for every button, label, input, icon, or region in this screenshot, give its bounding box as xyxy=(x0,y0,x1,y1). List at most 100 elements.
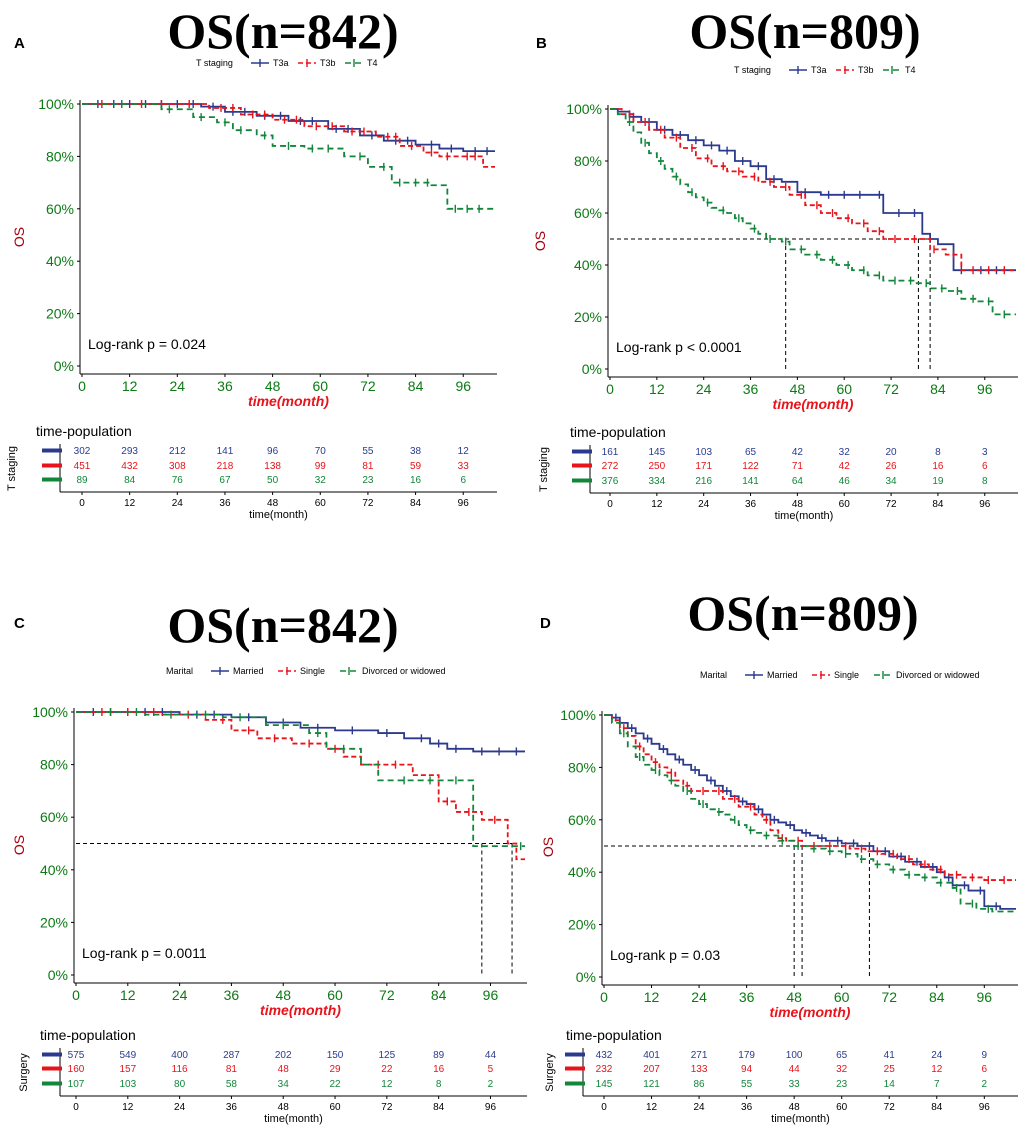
x-tick-label: 60 xyxy=(312,378,328,394)
risk-count: 89 xyxy=(433,1050,445,1061)
panel-letter: B xyxy=(536,35,547,52)
x-tick-label: 36 xyxy=(217,378,233,394)
x-tick-label: 60 xyxy=(836,381,852,397)
x-tick-label: 84 xyxy=(929,989,945,1005)
risk-count: 100 xyxy=(786,1050,803,1061)
risk-count: 24 xyxy=(931,1050,943,1061)
y-tick-label: 80% xyxy=(568,759,596,775)
x-tick-label: 84 xyxy=(431,987,447,1003)
x-tick-label: 24 xyxy=(172,987,188,1003)
risk-row-swatch xyxy=(565,1081,585,1086)
x-tick-label: 12 xyxy=(644,989,660,1005)
risk-count: 287 xyxy=(223,1050,240,1061)
panel-A: A OS(n=842)T staging T3a T3b T40%20%40%60%80… xyxy=(6,3,497,521)
risk-count: 25 xyxy=(884,1064,896,1075)
y-tick-label: 60% xyxy=(46,201,74,217)
legend-title: Marital xyxy=(700,670,727,680)
y-tick-label: 20% xyxy=(40,914,68,930)
risk-count: 80 xyxy=(174,1079,186,1090)
risk-count: 42 xyxy=(839,461,851,472)
panel-title: OS(n=809) xyxy=(687,585,918,641)
risk-count: 6 xyxy=(982,1064,988,1075)
risk-count: 81 xyxy=(226,1064,238,1075)
risk-count: 22 xyxy=(329,1079,341,1090)
legend: Marital Married Single Divorced or widowed xyxy=(700,670,980,680)
survival-curve xyxy=(76,711,525,848)
risk-count: 302 xyxy=(74,446,91,457)
panel-B: B OS(n=809)T staging T3a T3b T40%20%40%60%80… xyxy=(532,3,1018,522)
risk-x-axis-label: time(month) xyxy=(249,509,308,521)
risk-count: 64 xyxy=(792,476,804,487)
x-tick-label: 0 xyxy=(78,378,86,394)
risk-row-swatch xyxy=(572,463,592,468)
risk-count: 160 xyxy=(68,1064,85,1075)
legend-label: T4 xyxy=(905,65,916,75)
risk-count: 125 xyxy=(379,1050,396,1061)
risk-count: 432 xyxy=(596,1050,613,1061)
legend-label: T4 xyxy=(367,58,378,68)
legend-label: T3a xyxy=(811,65,827,75)
risk-count: 334 xyxy=(649,476,666,487)
risk-row-swatch xyxy=(42,448,62,453)
panel-title: OS(n=809) xyxy=(689,3,920,59)
risk-x-tick-label: 0 xyxy=(601,1102,607,1113)
risk-count: 23 xyxy=(836,1079,848,1090)
risk-x-tick-label: 84 xyxy=(931,1102,943,1113)
risk-table-title: time-population xyxy=(36,423,132,439)
risk-count: 3 xyxy=(982,447,988,458)
risk-count: 50 xyxy=(267,475,279,486)
risk-count: 33 xyxy=(789,1079,801,1090)
risk-count: 6 xyxy=(460,475,466,486)
y-tick-label: 80% xyxy=(40,757,68,773)
risk-x-tick-label: 0 xyxy=(79,498,85,509)
risk-count: 29 xyxy=(329,1064,341,1075)
risk-count: 293 xyxy=(121,446,138,457)
risk-y-axis-label: T staging xyxy=(538,447,550,492)
survival-curve xyxy=(76,711,525,753)
risk-count: 44 xyxy=(789,1064,801,1075)
x-tick-label: 24 xyxy=(691,989,707,1005)
risk-count: 46 xyxy=(839,476,851,487)
risk-count: 218 xyxy=(217,461,234,472)
risk-x-tick-label: 84 xyxy=(410,498,422,509)
risk-count: 122 xyxy=(742,461,759,472)
logrank-label: Log-rank p = 0.03 xyxy=(610,947,720,963)
y-tick-label: 100% xyxy=(566,101,602,117)
risk-count: 67 xyxy=(219,475,231,486)
x-tick-label: 72 xyxy=(883,381,899,397)
x-tick-label: 72 xyxy=(360,378,376,394)
risk-count: 116 xyxy=(172,1064,188,1075)
risk-count: 145 xyxy=(649,447,666,458)
risk-count: 26 xyxy=(886,461,898,472)
risk-count: 575 xyxy=(68,1050,85,1061)
risk-row-swatch xyxy=(42,463,62,468)
risk-count: 23 xyxy=(362,475,374,486)
x-tick-label: 24 xyxy=(696,381,712,397)
legend-title: Marital xyxy=(166,666,193,676)
panel-letter: C xyxy=(14,615,25,632)
risk-count: 19 xyxy=(932,476,944,487)
y-tick-label: 20% xyxy=(568,917,596,933)
risk-count: 71 xyxy=(792,461,804,472)
risk-count: 432 xyxy=(121,461,138,472)
risk-count: 271 xyxy=(691,1050,708,1061)
x-tick-label: 48 xyxy=(275,987,291,1003)
risk-count: 138 xyxy=(264,461,281,472)
logrank-label: Log-rank p < 0.0001 xyxy=(616,339,742,355)
risk-count: 103 xyxy=(119,1079,136,1090)
risk-count: 42 xyxy=(792,447,804,458)
risk-count: 41 xyxy=(884,1050,896,1061)
logrank-label: Log-rank p = 0.0011 xyxy=(82,945,207,961)
x-tick-label: 84 xyxy=(930,381,946,397)
y-tick-label: 60% xyxy=(40,809,68,825)
risk-count: 202 xyxy=(275,1050,292,1061)
risk-count: 121 xyxy=(643,1079,660,1090)
risk-count: 32 xyxy=(836,1064,848,1075)
x-tick-label: 60 xyxy=(327,987,343,1003)
legend-title: T staging xyxy=(734,65,771,75)
risk-count: 12 xyxy=(931,1064,943,1075)
risk-count: 7 xyxy=(934,1079,940,1090)
risk-count: 16 xyxy=(932,461,944,472)
risk-x-axis-label: time(month) xyxy=(264,1113,323,1125)
risk-x-tick-label: 84 xyxy=(932,499,944,510)
